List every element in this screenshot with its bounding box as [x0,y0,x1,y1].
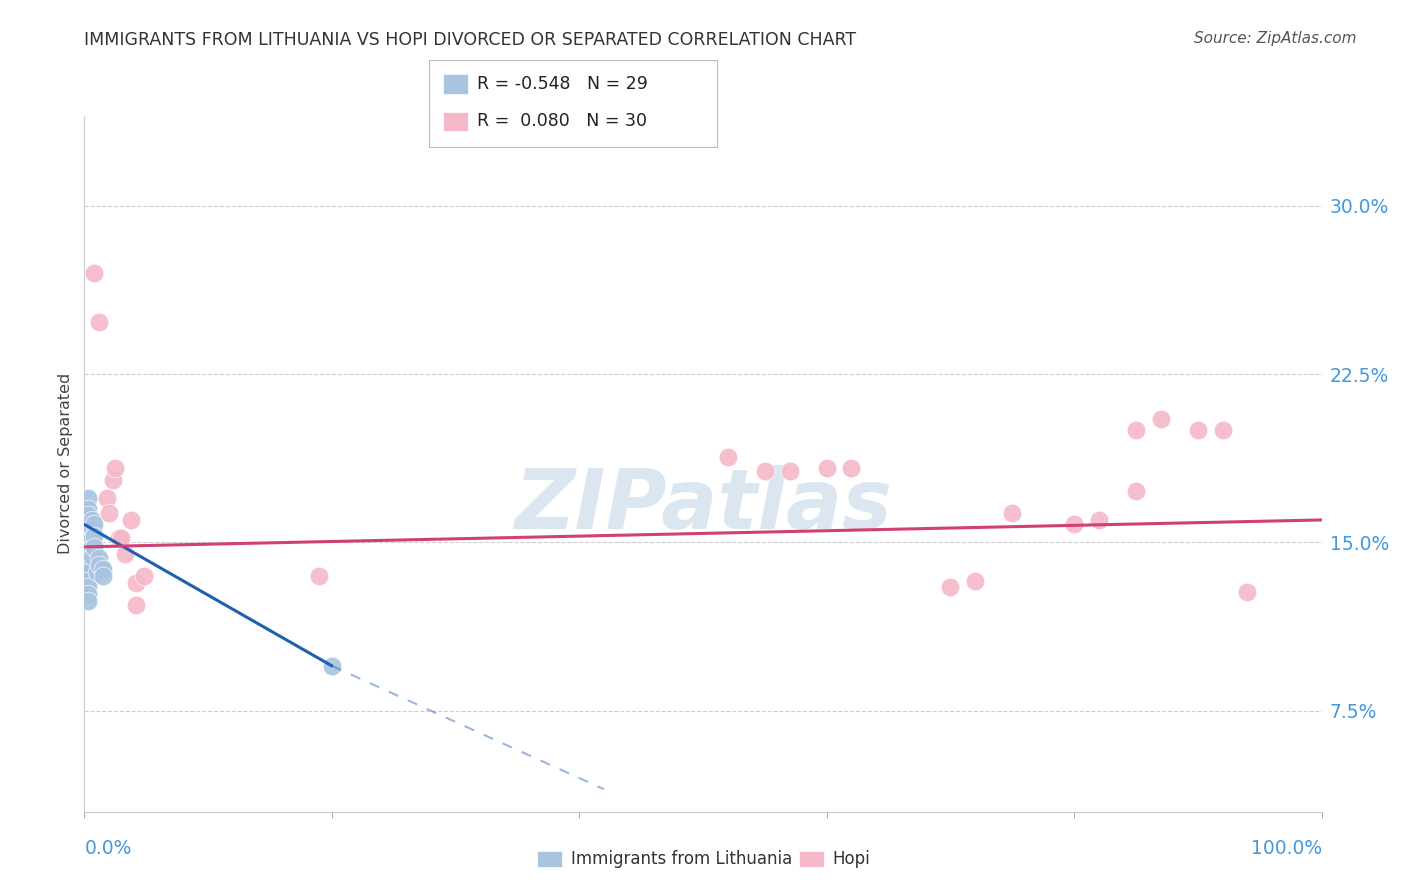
Point [1187,423,1209,437]
Point [1212,423,1234,437]
Point [1125,483,1147,498]
Point [77,558,100,572]
Text: IMMIGRANTS FROM LITHUANIA VS HOPI DIVORCED OR SEPARATED CORRELATION CHART: IMMIGRANTS FROM LITHUANIA VS HOPI DIVORC… [84,31,856,49]
Text: Immigrants from Lithuania: Immigrants from Lithuania [571,850,792,868]
Point [965,574,987,588]
Point [77,517,100,532]
Point [77,587,100,601]
Point [80,540,103,554]
Point [77,580,100,594]
Point [1063,517,1085,532]
Y-axis label: Divorced or Separated: Divorced or Separated [58,373,73,555]
Point [110,531,132,545]
Point [815,461,838,475]
Point [77,551,100,566]
Point [77,491,100,505]
Point [77,565,100,579]
Point [308,569,330,583]
Point [939,580,962,594]
Point [89,315,111,329]
Point [86,565,108,579]
Point [96,491,118,505]
Point [104,461,127,475]
Point [841,461,863,475]
Point [80,531,103,545]
Point [80,522,103,536]
Point [1001,506,1024,520]
Point [1088,513,1111,527]
Point [77,593,100,607]
Point [779,464,801,478]
Point [91,569,114,583]
Point [120,513,142,527]
Point [91,562,114,576]
Point [80,513,103,527]
Point [77,544,100,558]
Text: Hopi: Hopi [832,850,870,868]
Point [83,266,105,280]
Point [77,508,100,523]
Point [114,547,136,561]
Point [717,450,740,464]
Text: ZIPatlas: ZIPatlas [515,465,891,546]
Point [101,473,124,487]
Point [125,575,148,590]
Point [754,464,776,478]
Point [132,569,155,583]
Text: R =  0.080   N = 30: R = 0.080 N = 30 [477,112,647,130]
Point [77,524,100,538]
Point [108,531,131,545]
Point [89,551,111,566]
Point [89,558,111,572]
Point [1125,423,1147,437]
Point [83,540,105,554]
Point [98,506,121,520]
Point [80,549,103,563]
Point [125,599,148,613]
Point [83,529,105,543]
Point [77,531,100,545]
Point [77,538,100,552]
Point [1150,412,1173,426]
Point [83,517,105,532]
Point [1236,584,1258,599]
Text: 0.0%: 0.0% [84,838,132,857]
Point [321,658,343,673]
Text: 100.0%: 100.0% [1250,838,1322,857]
Text: Source: ZipAtlas.com: Source: ZipAtlas.com [1194,31,1357,46]
Point [77,501,100,516]
Point [77,574,100,588]
Text: R = -0.548   N = 29: R = -0.548 N = 29 [477,75,648,93]
